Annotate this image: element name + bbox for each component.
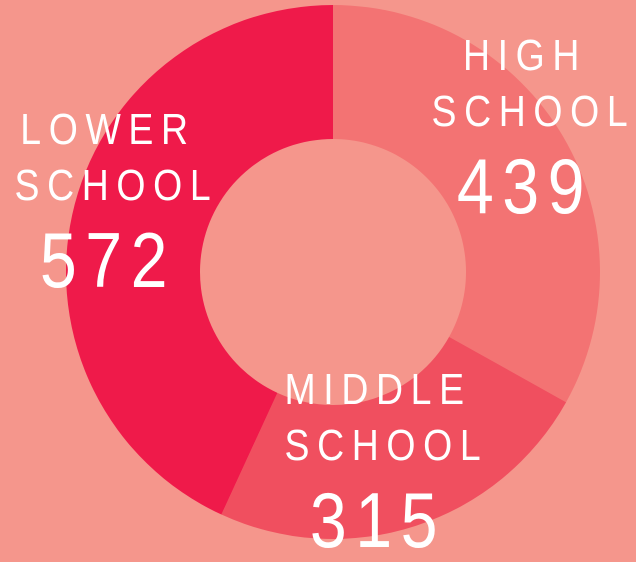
value-label: 439 [456, 142, 594, 230]
donut-segment [65, 5, 333, 515]
value-label: 572 [39, 216, 177, 304]
segment-label: HIGH SCHOOL 439 [415, 28, 635, 228]
category-label: HIGH SCHOOL [431, 31, 636, 136]
value-label: 315 [309, 476, 447, 562]
donut-segment [221, 336, 567, 539]
segment-label: MIDDLE SCHOOL 315 [268, 362, 488, 562]
segment-label: LOWER SCHOOL 572 [0, 102, 218, 302]
donut-segment [333, 5, 600, 403]
category-label: MIDDLE SCHOOL [284, 365, 489, 470]
category-label: LOWER SCHOOL [14, 105, 219, 210]
